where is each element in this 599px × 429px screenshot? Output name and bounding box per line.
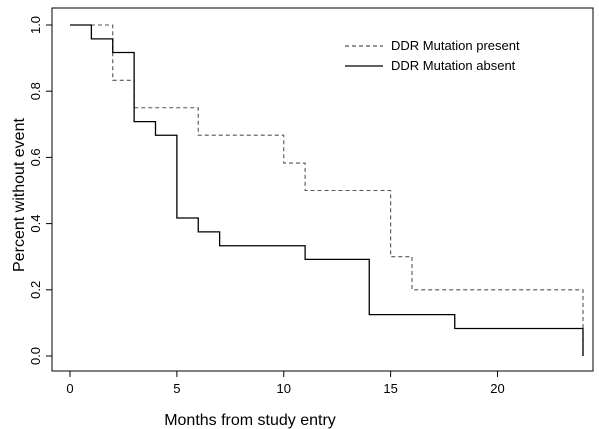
x-axis: 0 5 10 15 20	[66, 371, 505, 396]
y-tick-label: 0.2	[28, 281, 43, 299]
x-tick-label: 15	[383, 381, 397, 396]
legend-label: DDR Mutation absent	[391, 58, 516, 73]
x-tick-label: 0	[66, 381, 73, 396]
legend-label: DDR Mutation present	[391, 38, 520, 53]
x-tick-label: 10	[277, 381, 291, 396]
x-axis-title: Months from study entry	[164, 412, 336, 429]
y-axis: 0.0 0.2 0.4 0.6 0.8 1.0	[28, 16, 52, 365]
plot-border	[51, 7, 594, 372]
x-tick-label: 5	[173, 381, 180, 396]
y-axis-title: Percent without event	[11, 118, 28, 272]
x-tick-label: 20	[490, 381, 504, 396]
legend: DDR Mutation present DDR Mutation absent	[345, 38, 520, 73]
y-tick-label: 0.4	[28, 215, 43, 233]
series-line-mutation-absent	[70, 24, 584, 356]
y-tick-label: 0.0	[28, 347, 43, 365]
y-tick-label: 0.8	[28, 82, 43, 100]
y-tick-label: 0.6	[28, 148, 43, 166]
plot-frame	[51, 7, 594, 372]
series-layer	[70, 24, 584, 356]
y-tick-label: 1.0	[28, 16, 43, 34]
series-line-mutation-present	[70, 24, 584, 356]
